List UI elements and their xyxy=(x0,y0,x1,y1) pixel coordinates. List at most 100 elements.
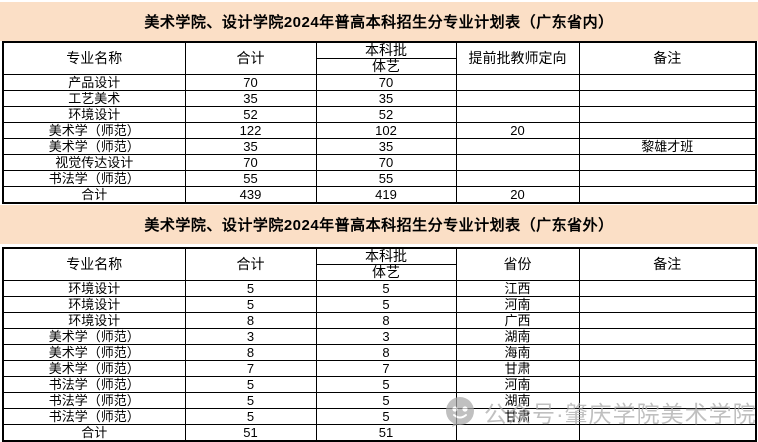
table-cell: 70 xyxy=(315,154,457,171)
plan-table-guangdong-outside: 专业名称 合计 本科批 省份 备注 体艺 环境设计 5 5 江西 环境设计 5 5 河南 环境设… xyxy=(2,247,757,442)
table-cell: 合计 xyxy=(2,424,186,442)
table-cell: 55 xyxy=(184,170,317,187)
table-row: 合计 439 419 20 xyxy=(2,186,757,204)
table-cell: 7 xyxy=(184,360,317,377)
table-cell: 52 xyxy=(184,106,317,123)
table-cell xyxy=(578,74,757,91)
table-cell: 广西 xyxy=(455,312,580,329)
table-cell: 视觉传达设计 xyxy=(2,154,186,171)
table-cell: 甘肃 xyxy=(455,408,580,425)
table-cell: 55 xyxy=(315,170,457,187)
header-province: 省份 xyxy=(455,247,580,281)
table-inside-header: 专业名称 合计 本科批 提前批教师定向 备注 体艺 xyxy=(2,41,757,75)
table-cell: 102 xyxy=(315,122,457,139)
table-cell: 5 xyxy=(315,392,457,409)
table-cell: 8 xyxy=(315,312,457,329)
table-inside-body: 产品设计 70 70 工艺美术 35 35 环境设计 52 52 美术学（师范） 122 102 20 美… xyxy=(2,74,757,204)
table-cell: 5 xyxy=(315,376,457,393)
table-cell: 甘肃 xyxy=(455,360,580,377)
table-cell xyxy=(578,186,757,204)
table-cell xyxy=(455,154,580,171)
table-cell: 70 xyxy=(315,74,457,91)
table-cell xyxy=(578,408,757,425)
table-row: 美术学（师范） 35 35 黎雄才班 xyxy=(2,138,757,155)
plan-table-guangdong-inside: 专业名称 合计 本科批 提前批教师定向 备注 体艺 产品设计 70 70 工艺美术 35… xyxy=(2,41,757,204)
table-cell: 书法学（师范） xyxy=(2,392,186,409)
table-cell: 环境设计 xyxy=(2,296,186,313)
table-cell: 环境设计 xyxy=(2,280,186,297)
table-cell xyxy=(455,424,580,442)
table-cell: 工艺美术 xyxy=(2,90,186,107)
table-cell: 5 xyxy=(315,408,457,425)
table-cell xyxy=(578,122,757,139)
table-cell: 20 xyxy=(455,122,580,139)
table-cell: 河南 xyxy=(455,296,580,313)
table-cell: 5 xyxy=(315,296,457,313)
table-cell: 8 xyxy=(184,344,317,361)
table-cell: 产品设计 xyxy=(2,74,186,91)
table-row: 合计 51 51 xyxy=(2,424,757,442)
table-cell xyxy=(578,106,757,123)
table-row: 书法学（师范） 5 5 湖南 xyxy=(2,392,757,409)
table-cell: 美术学（师范） xyxy=(2,122,186,139)
header-major: 专业名称 xyxy=(2,247,186,281)
table-cell: 书法学（师范） xyxy=(2,408,186,425)
table-row: 视觉传达设计 70 70 xyxy=(2,154,757,171)
table-cell: 合计 xyxy=(2,186,186,204)
table-row: 环境设计 5 5 江西 xyxy=(2,280,757,297)
table-cell: 35 xyxy=(184,90,317,107)
header-benkepi: 本科批 xyxy=(315,247,457,265)
table-cell xyxy=(578,154,757,171)
table-cell xyxy=(455,90,580,107)
table-cell: 51 xyxy=(315,424,457,442)
table-cell: 51 xyxy=(184,424,317,442)
table-row: 产品设计 70 70 xyxy=(2,74,757,91)
table-cell: 环境设计 xyxy=(2,106,186,123)
table-cell xyxy=(455,106,580,123)
header-total: 合计 xyxy=(184,247,317,281)
table-row: 美术学（师范） 7 7 甘肃 xyxy=(2,360,757,377)
table-cell: 海南 xyxy=(455,344,580,361)
table-cell: 7 xyxy=(315,360,457,377)
table-cell: 35 xyxy=(184,138,317,155)
table-cell: 35 xyxy=(315,138,457,155)
table-row: 书法学（师范） 5 5 河南 xyxy=(2,376,757,393)
header-benkepi: 本科批 xyxy=(315,41,457,59)
table-cell: 439 xyxy=(184,186,317,204)
table-cell: 美术学（师范） xyxy=(2,138,186,155)
table-cell: 5 xyxy=(184,392,317,409)
table-cell xyxy=(455,74,580,91)
table-cell: 122 xyxy=(184,122,317,139)
table-row: 美术学（师范） 8 8 海南 xyxy=(2,344,757,361)
table-cell: 湖南 xyxy=(455,392,580,409)
table-cell: 70 xyxy=(184,74,317,91)
table-cell: 35 xyxy=(315,90,457,107)
table-cell xyxy=(578,424,757,442)
table-cell: 湖南 xyxy=(455,328,580,345)
table-cell xyxy=(455,170,580,187)
table-row: 书法学（师范） 5 5 甘肃 xyxy=(2,408,757,425)
table-cell: 3 xyxy=(315,328,457,345)
table-cell: 8 xyxy=(184,312,317,329)
table-cell: 黎雄才班 xyxy=(578,138,757,155)
table-cell: 419 xyxy=(315,186,457,204)
table-cell: 环境设计 xyxy=(2,312,186,329)
table-row: 书法学（师范） 55 55 xyxy=(2,170,757,187)
table-cell: 河南 xyxy=(455,376,580,393)
table-cell: 5 xyxy=(315,280,457,297)
table-cell xyxy=(578,344,757,361)
table-cell xyxy=(578,90,757,107)
table-cell xyxy=(578,392,757,409)
table-cell: 江西 xyxy=(455,280,580,297)
table-cell: 5 xyxy=(184,280,317,297)
table-outside-title: 美术学院、设计学院2024年普高本科招生分专业计划表（广东省外） xyxy=(0,205,758,244)
table-cell: 美术学（师范） xyxy=(2,328,186,345)
table-cell: 美术学（师范） xyxy=(2,344,186,361)
table-cell xyxy=(455,138,580,155)
table-cell xyxy=(578,376,757,393)
table-cell: 5 xyxy=(184,296,317,313)
table-cell: 书法学（师范） xyxy=(2,170,186,187)
table-inside-title: 美术学院、设计学院2024年普高本科招生分专业计划表（广东省内） xyxy=(0,2,758,41)
table-cell: 20 xyxy=(455,186,580,204)
table-cell: 5 xyxy=(184,376,317,393)
